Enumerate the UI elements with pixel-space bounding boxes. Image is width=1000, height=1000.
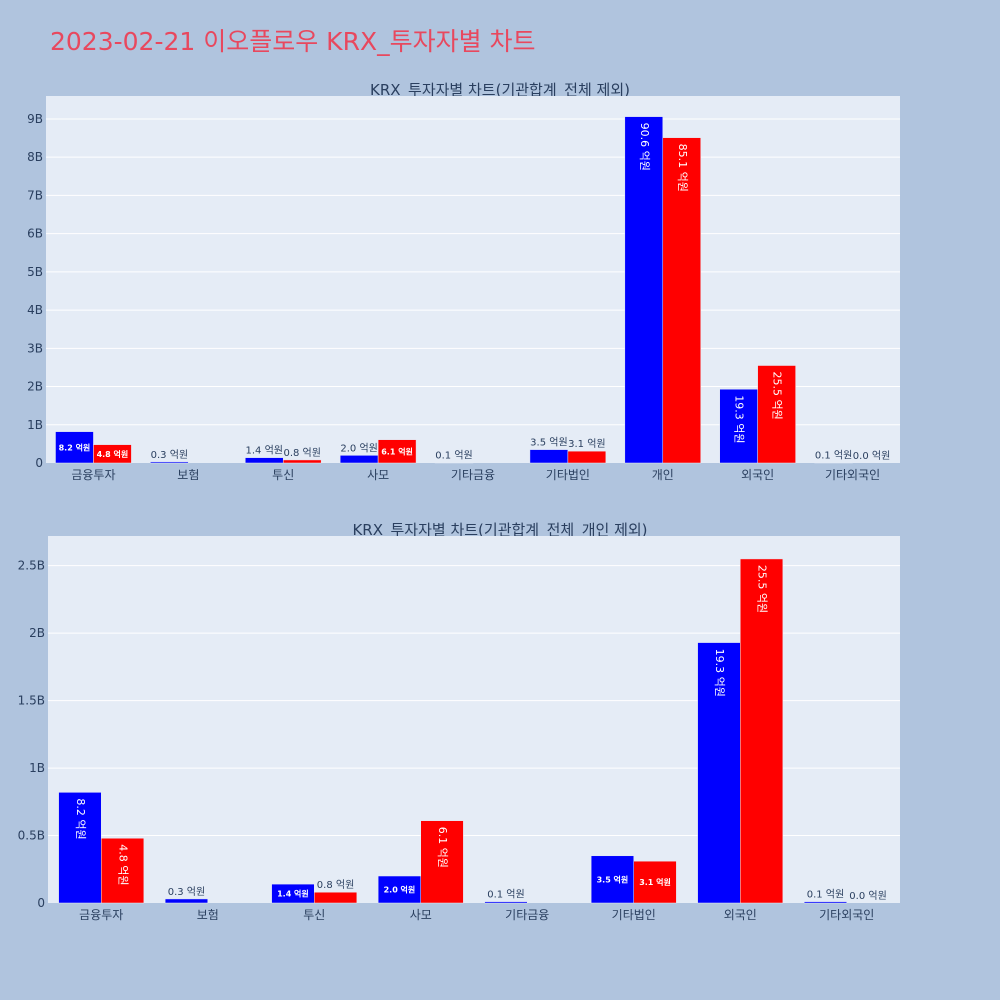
x-tick-label: 기타외국인	[825, 468, 880, 482]
bar	[282, 459, 322, 464]
data-label: 8.2 억원	[74, 798, 87, 839]
y-tick-label: 7B	[27, 188, 43, 202]
data-label: 2.0 억원	[340, 442, 377, 454]
bar	[58, 792, 102, 904]
x-tick-label: 보험	[177, 468, 199, 482]
bar	[377, 875, 421, 904]
data-label: 90.6 억원	[638, 123, 651, 171]
y-tick-label: 0	[35, 456, 43, 470]
data-label: 1.4 억원	[277, 889, 309, 899]
y-tick-label: 0.5B	[18, 829, 45, 843]
bar	[624, 116, 664, 464]
x-tick-label: 외국인	[724, 908, 757, 922]
x-tick-label: 개인	[652, 468, 674, 482]
x-tick-label: 기타법인	[612, 908, 656, 922]
data-label: 0.0 억원	[853, 450, 890, 462]
y-tick-label: 3B	[27, 341, 43, 355]
x-tick-label: 금융투자	[71, 468, 115, 482]
x-tick-label: 기타외국인	[819, 908, 874, 922]
bar	[164, 898, 208, 904]
bar	[740, 558, 784, 904]
y-tick-label: 4B	[27, 303, 43, 317]
bar	[101, 837, 145, 904]
x-tick-label: 투신	[303, 908, 325, 922]
data-label: 25.5 억원	[756, 565, 769, 613]
bar	[314, 891, 358, 904]
x-tick-label: 투신	[272, 468, 294, 482]
y-tick-label: 5B	[27, 265, 43, 279]
y-tick-label: 9B	[27, 112, 43, 126]
y-tick-label: 0	[37, 896, 45, 910]
bar	[590, 855, 635, 904]
data-label: 0.8 억원	[317, 879, 354, 891]
data-label: 4.8 억원	[117, 844, 130, 885]
y-tick-label: 8B	[27, 150, 43, 164]
data-label: 3.5 억원	[597, 874, 629, 884]
bar	[662, 137, 701, 464]
data-label: 8.2 억원	[59, 442, 91, 452]
data-label: 0.1 억원	[815, 450, 852, 462]
bar	[567, 450, 607, 464]
data-label: 85.1 억원	[676, 144, 689, 192]
data-label: 0.0 억원	[849, 890, 886, 902]
data-label: 3.1 억원	[639, 877, 671, 887]
y-tick-label: 6B	[27, 227, 43, 241]
x-tick-label: 기타금융	[505, 908, 549, 922]
data-label: 0.1 억원	[487, 889, 524, 901]
data-label: 6.1 억원	[436, 827, 449, 868]
y-tick-label: 1.5B	[18, 694, 45, 708]
bar	[803, 901, 848, 904]
x-tick-label: 외국인	[741, 468, 774, 482]
bar	[55, 431, 94, 464]
data-label: 0.1 억원	[435, 450, 472, 462]
data-label: 6.1 억원	[381, 446, 413, 456]
data-label: 1.4 억원	[246, 445, 283, 457]
x-tick-label: 사모	[367, 468, 389, 482]
chart-1-title: KRX_투자자별 차트(기관합계_전체 제외)	[370, 81, 630, 99]
data-label: 0.1 억원	[807, 889, 844, 901]
data-label: 25.5 억원	[771, 372, 784, 420]
data-label: 3.1 억원	[568, 438, 605, 450]
x-tick-label: 기타법인	[546, 468, 590, 482]
x-tick-label: 기타금융	[451, 468, 495, 482]
bar	[633, 860, 677, 904]
bar	[420, 820, 464, 904]
data-label: 2.0 억원	[384, 885, 416, 895]
y-tick-label: 2.5B	[18, 559, 45, 573]
bar	[697, 642, 741, 904]
y-tick-label: 2B	[29, 626, 45, 640]
data-label: 3.5 억원	[530, 437, 567, 449]
page-title: 2023-02-21 이오플로우 KRX_투자자별 차트	[50, 27, 536, 56]
x-tick-label: 사모	[410, 908, 432, 922]
bar	[757, 365, 796, 464]
data-label: 0.8 억원	[283, 447, 320, 459]
y-tick-label: 2B	[27, 380, 43, 394]
chart-2-title: KRX_투자자별 차트(기관합계_전체_개인 제외)	[352, 521, 648, 539]
data-label: 0.3 억원	[168, 886, 205, 898]
bar	[377, 439, 417, 464]
bar	[484, 901, 528, 904]
y-tick-label: 1B	[29, 761, 45, 775]
data-label: 19.3 억원	[733, 395, 746, 443]
bar	[150, 461, 189, 464]
y-tick-label: 1B	[27, 418, 43, 432]
bar	[93, 444, 132, 464]
x-tick-label: 보험	[197, 908, 219, 922]
x-tick-label: 금융투자	[79, 908, 123, 922]
data-label: 19.3 억원	[713, 649, 726, 697]
data-label: 0.3 억원	[151, 449, 188, 461]
bar	[719, 388, 758, 464]
data-label: 4.8 억원	[97, 449, 129, 459]
